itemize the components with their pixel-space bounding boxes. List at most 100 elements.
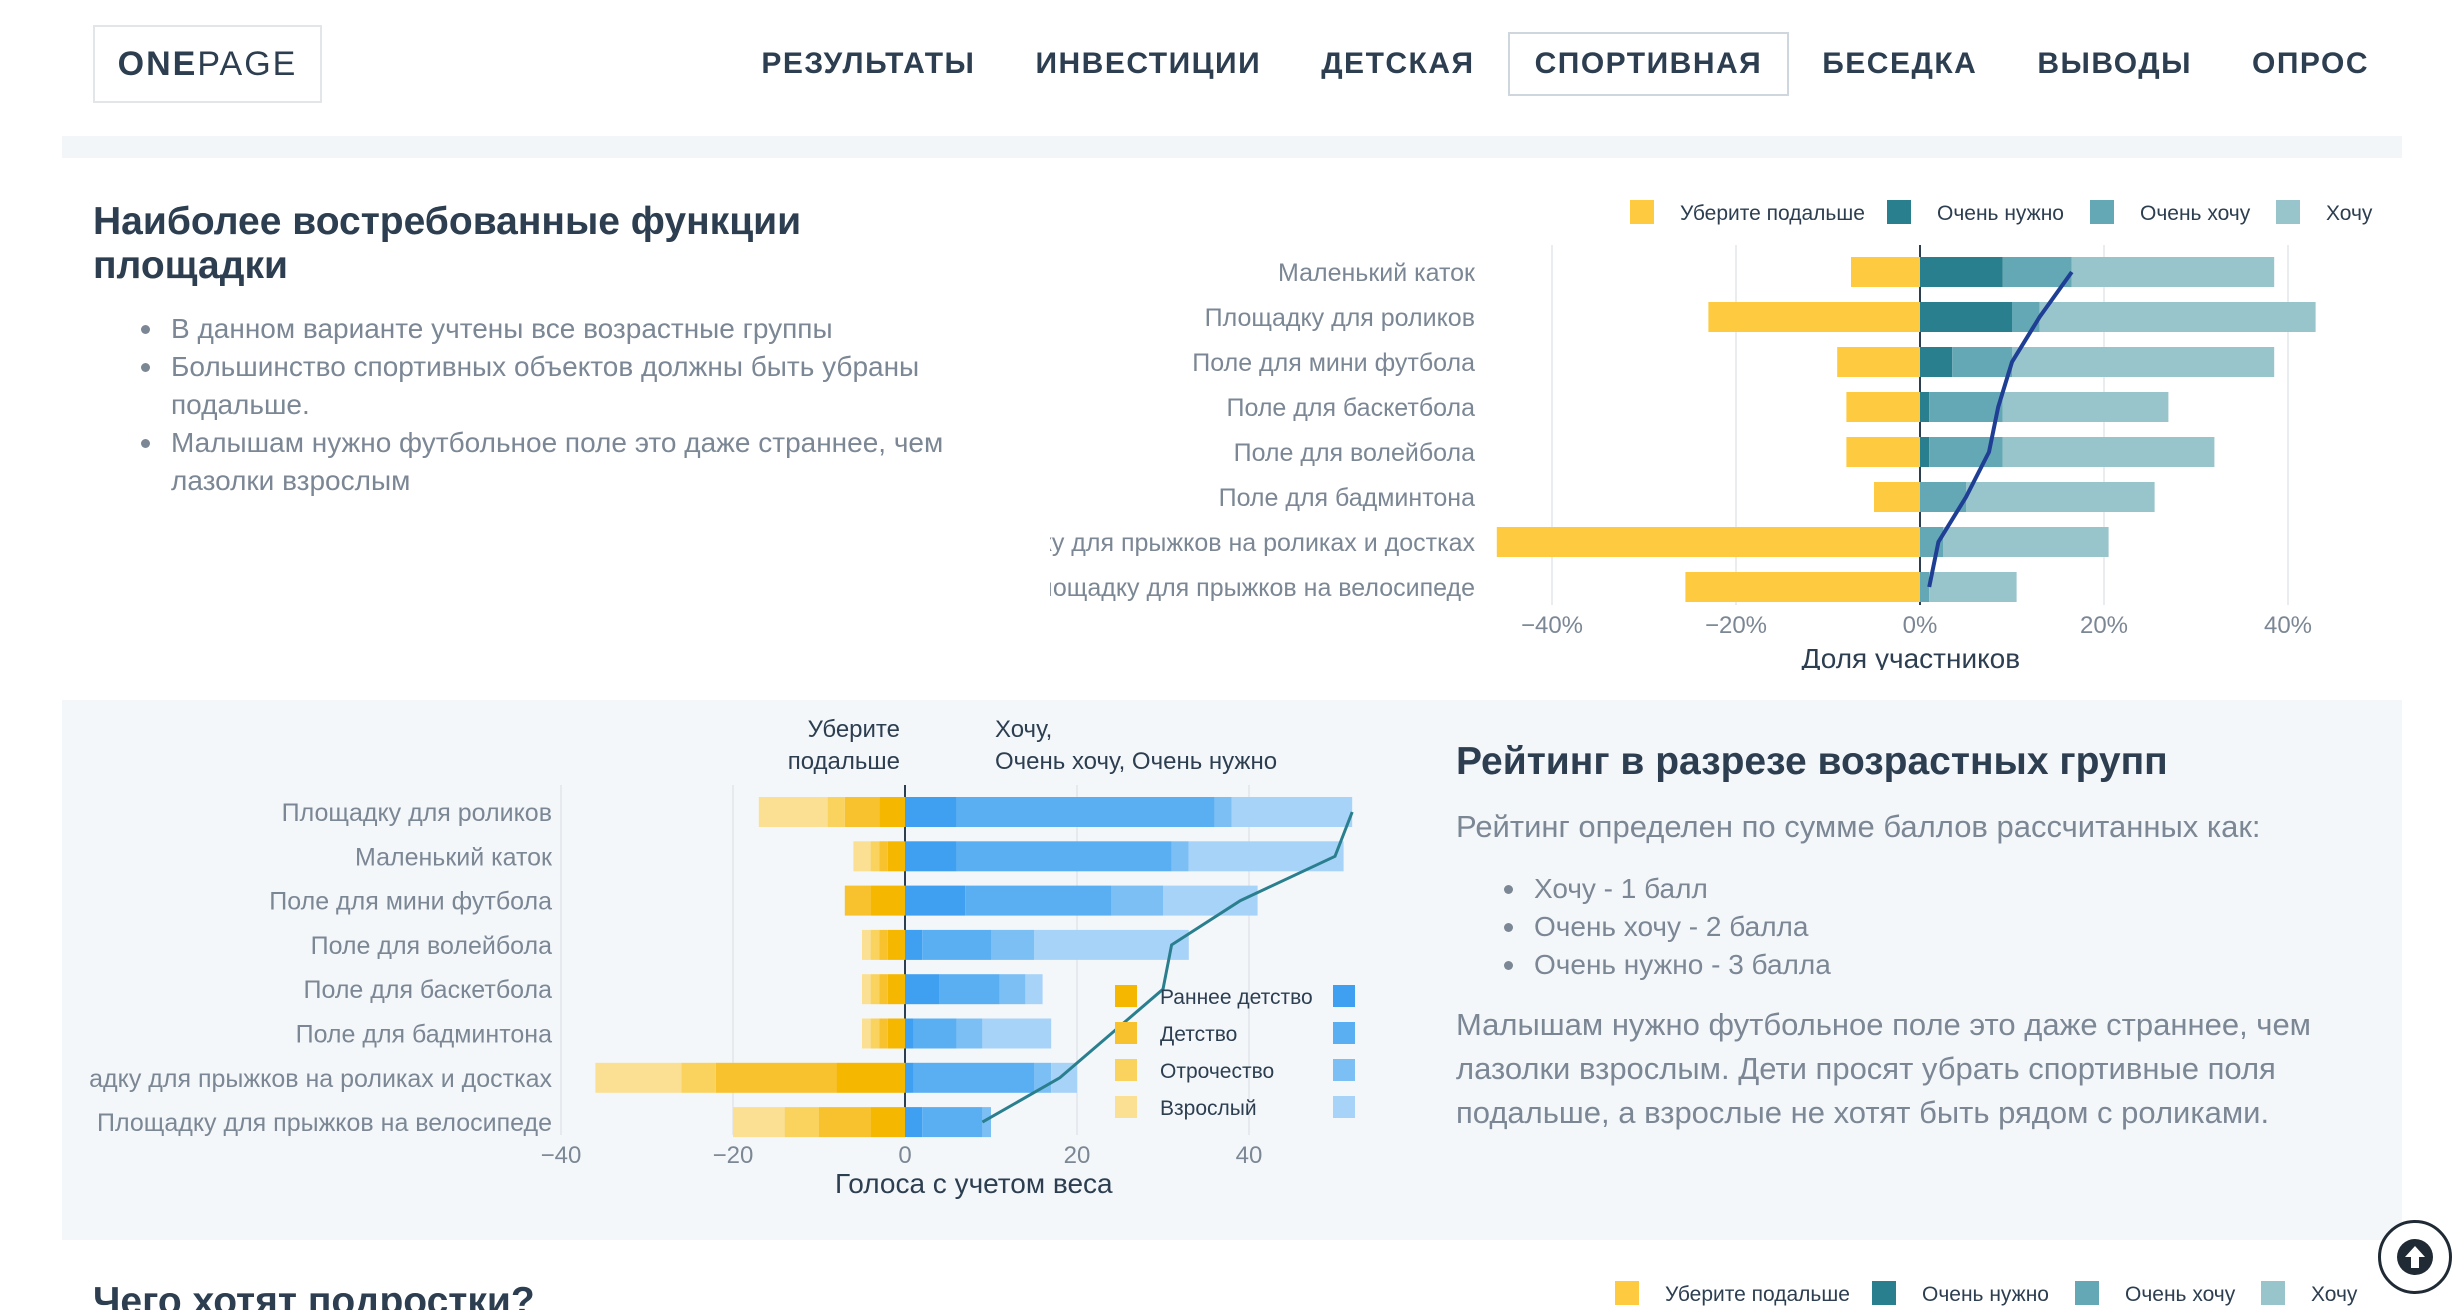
chart2-bar-remove-early bbox=[870, 885, 905, 916]
chart2-bar-remove-adult bbox=[595, 1062, 682, 1093]
chart2-category-label: Площадку для прыжков на велосипеде bbox=[97, 1109, 552, 1137]
chart1-category-label: Поле для баскетбола bbox=[1227, 394, 1476, 422]
chart2-bar-remove-child bbox=[879, 974, 888, 1005]
chart2-bar-remove-child bbox=[879, 841, 888, 872]
list-item: Малышам нужно футбольное поле это даже с… bbox=[131, 424, 991, 500]
scroll-to-top-button[interactable] bbox=[2378, 1220, 2452, 1294]
chart2-bar-remove-adult bbox=[862, 1018, 871, 1049]
nav-item-conclusions[interactable]: ВЫВОДЫ bbox=[2037, 47, 2192, 80]
chart2-bar-remove-teen bbox=[870, 929, 880, 960]
chart1-tick-label: −40% bbox=[1521, 612, 1583, 639]
chart2-legend-swatch-want bbox=[1333, 1059, 1355, 1081]
section2-bullets: Хочу - 1 балл Очень хочу - 2 балла Очень… bbox=[1494, 870, 2374, 984]
chart1-bar-want bbox=[1966, 482, 2155, 512]
chart2-legend-label: Раннее детство bbox=[1160, 986, 1313, 1009]
chart3-legend-label: Уберите подальше bbox=[1665, 1283, 1850, 1306]
chart1-legend-label: Хочу bbox=[2326, 202, 2373, 225]
chart2-bar-remove-adult bbox=[758, 797, 828, 827]
chart2-bar-want-early bbox=[905, 885, 966, 916]
chart2-bar-remove-teen bbox=[681, 1062, 716, 1093]
chart1-bar-very-need bbox=[1920, 257, 2003, 287]
chart2-bar-want-teen bbox=[956, 1018, 983, 1049]
chart2-bar-remove-adult bbox=[862, 929, 871, 960]
chart2-bar-want-child bbox=[922, 929, 991, 960]
chart2-bar-want-early bbox=[905, 974, 940, 1005]
section1-bullets: В данном варианте учтены все возрастные … bbox=[131, 310, 991, 500]
chart2-bar-remove-early bbox=[887, 841, 905, 872]
list-item: Очень нужно - 3 балла bbox=[1494, 946, 2374, 984]
nav-item-results[interactable]: РЕЗУЛЬТАТЫ bbox=[761, 47, 976, 80]
chart2-bar-remove-child bbox=[879, 1018, 888, 1049]
chart2-tick-label: −40 bbox=[541, 1142, 582, 1169]
chart2-bar-want-adult bbox=[982, 1018, 1052, 1049]
chart2-bar-want-adult bbox=[1025, 974, 1043, 1005]
chart2-category-label: Поле для мини футбола bbox=[269, 888, 552, 916]
chart1-x-axis-title: Доля участников bbox=[1801, 643, 2020, 670]
chart2-bar-remove-early bbox=[836, 1062, 905, 1093]
chart3-legend-label: Очень хочу bbox=[2125, 1283, 2236, 1306]
arrow-up-icon bbox=[2397, 1239, 2433, 1275]
chart2-legend-swatch-remove bbox=[1115, 1059, 1137, 1081]
logo[interactable]: ONE PAGE bbox=[93, 25, 322, 103]
chart2-label-remove: подальше bbox=[788, 748, 900, 775]
chart2-bar-want-early bbox=[905, 841, 957, 872]
chart2-bar-want-early bbox=[905, 929, 923, 960]
chart1-bar-want bbox=[2071, 257, 2275, 287]
chart1-legend-swatch bbox=[2090, 200, 2114, 224]
nav-item-kids[interactable]: ДЕТСКАЯ bbox=[1321, 47, 1475, 80]
section2-title: Рейтинг в разрезе возрастных групп bbox=[1456, 740, 2168, 783]
chart1-bar-remove bbox=[1708, 302, 1920, 332]
chart2-bar-remove-teen bbox=[827, 797, 845, 827]
chart2-bar-want-early bbox=[905, 797, 957, 827]
chart2-bar-remove-adult bbox=[853, 841, 871, 872]
chart1-bar-remove bbox=[1851, 257, 1920, 287]
chart2-legend-swatch-remove bbox=[1115, 985, 1137, 1007]
section2-band bbox=[62, 700, 2402, 1240]
chart2-legend-label: Взрослый bbox=[1160, 1097, 1257, 1120]
chart2-legend-swatch-remove bbox=[1115, 1096, 1137, 1118]
chart2-bar-want-child bbox=[913, 1018, 957, 1049]
chart2-bar-want-adult bbox=[1231, 797, 1353, 827]
nav-item-survey[interactable]: ОПРОС bbox=[2251, 47, 2369, 80]
chart2-bar-want-teen bbox=[1171, 841, 1189, 872]
chart3-legend-swatch bbox=[1615, 1281, 1639, 1305]
chart1-legend-swatch bbox=[2276, 200, 2300, 224]
chart1-category-label: Площадку для прыжков на роликах и достка… bbox=[1050, 529, 1475, 557]
chart2-bar-want-child bbox=[922, 1107, 983, 1138]
chart2-tick-label: 0 bbox=[898, 1142, 911, 1169]
nav-item-sports[interactable]: СПОРТИВНАЯ bbox=[1507, 32, 1790, 96]
chart2-bar-remove-teen bbox=[870, 841, 880, 872]
chart3-legend: Уберите подальше Очень нужно Очень хочу Хоч… bbox=[1615, 1281, 2358, 1306]
chart2-bar-remove-child bbox=[844, 797, 880, 827]
top-navbar: ONE PAGE РЕЗУЛЬТАТЫ ИНВЕСТИЦИИ ДЕТСКАЯ СП… bbox=[0, 0, 2456, 136]
chart3-legend-swatch bbox=[1872, 1281, 1896, 1305]
nav-item-investments[interactable]: ИНВЕСТИЦИИ bbox=[1035, 47, 1262, 80]
chart1-bar-very-need bbox=[1920, 302, 2012, 332]
chart2-tick-label: 40 bbox=[1236, 1142, 1263, 1169]
chart2-category-label: Поле для волейбола bbox=[311, 932, 552, 960]
chart2-category-label: Поле для баскетбола bbox=[304, 976, 553, 1004]
chart2-bar-remove-child bbox=[819, 1107, 871, 1138]
chart2-legend-swatch-want bbox=[1333, 1022, 1355, 1044]
chart2-category-label: Площадку для прыжков на роликах и достка… bbox=[70, 1065, 552, 1093]
chart2-bar-remove-child bbox=[715, 1062, 837, 1093]
nav-item-gazebo[interactable]: БЕСЕДКА bbox=[1822, 47, 1978, 80]
chart2-legend-swatch-want bbox=[1333, 985, 1355, 1007]
chart2-category-label: Маленький каток bbox=[355, 843, 553, 871]
logo-rest: PAGE bbox=[197, 44, 298, 83]
chart1-bar-very-need bbox=[1920, 437, 1930, 467]
chart-overall-functions: −40% −20% 0% 20% 40% Доля участников Маленький… bbox=[1050, 200, 2373, 670]
list-item: Большинство спортивных объектов должны б… bbox=[131, 348, 991, 424]
chart1-bar-very-want bbox=[2002, 257, 2072, 287]
chart2-bar-remove-teen bbox=[784, 1107, 819, 1138]
chart3-legend-swatch bbox=[2075, 1281, 2099, 1305]
chart2-bar-remove-early bbox=[870, 1107, 905, 1138]
chart2-bar-want-child bbox=[965, 885, 1112, 916]
chart1-legend-swatch bbox=[1887, 200, 1911, 224]
chart1-bar-very-want bbox=[1929, 392, 2003, 422]
chart1-bar-very-need bbox=[1920, 392, 1930, 422]
chart2-bar-remove-early bbox=[879, 797, 905, 827]
chart1-bar-very-want bbox=[1952, 347, 2012, 377]
chart2-bar-want-teen bbox=[991, 929, 1034, 960]
